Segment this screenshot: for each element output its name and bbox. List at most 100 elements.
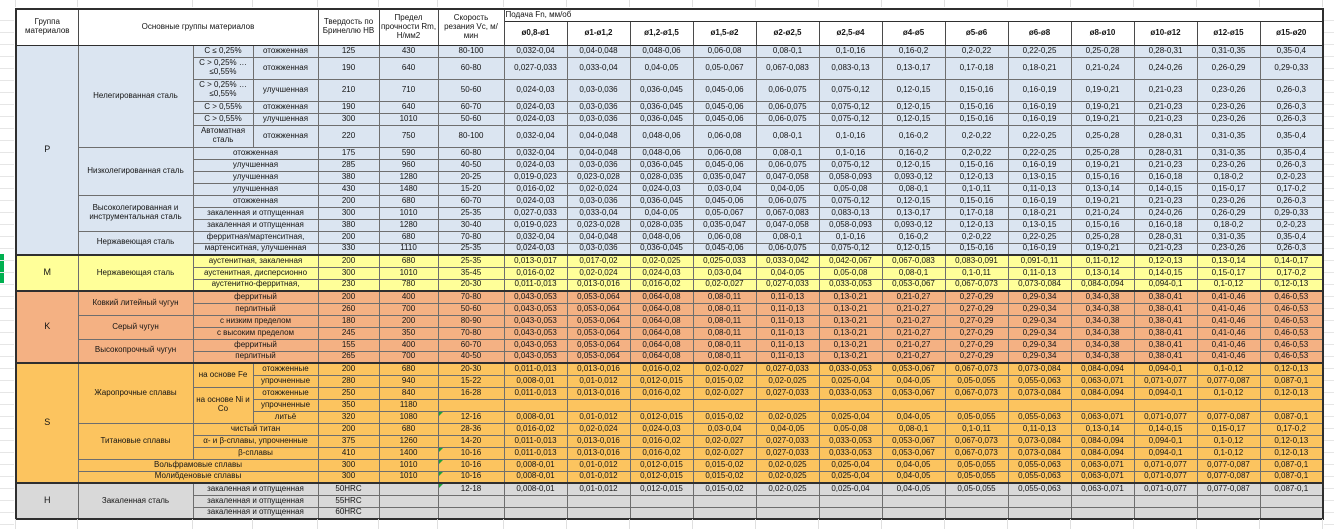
feed-cell[interactable]: 0,13-0,21 (818, 350, 883, 364)
feed-cell[interactable]: 0,15-0,17 (1196, 182, 1261, 196)
feed-cell[interactable]: 0,084-0,094 (1070, 278, 1135, 292)
feed-cell[interactable]: 0,03-0,036 (566, 194, 631, 208)
feed-cell[interactable]: 0,053-0,067 (881, 434, 946, 448)
feed-cell[interactable]: 0,31-0,35 (1196, 230, 1261, 244)
feed-cell[interactable]: 0,22-0,25 (1007, 146, 1072, 160)
feed-cell[interactable]: 0,058-0,093 (818, 170, 883, 184)
speed-cell[interactable]: 10-16 (437, 470, 505, 484)
feed-cell[interactable]: 0,22-0,25 (1007, 124, 1072, 148)
feed-cell[interactable]: 0,15-0,17 (1196, 422, 1261, 436)
speed-cell[interactable]: 80-100 (437, 44, 505, 58)
feed-cell[interactable]: 0,03-0,04 (692, 182, 757, 196)
feed-cell[interactable]: 0,073-0,084 (1007, 446, 1072, 460)
feed-cell[interactable]: 0,13-0,14 (1070, 182, 1135, 196)
feed-cell[interactable]: 0,13-0,15 (1007, 218, 1072, 232)
feed-cell[interactable]: 0,2-0,22 (944, 230, 1009, 244)
feed-cell[interactable]: 0,12-0,15 (881, 194, 946, 208)
feed-cell[interactable]: 0,008-0,01 (503, 374, 568, 388)
feed-cell[interactable]: 0,033-0,053 (818, 446, 883, 460)
state-cell[interactable]: отожженная (252, 124, 319, 148)
speed-cell[interactable]: 60-80 (437, 56, 505, 80)
feed-cell[interactable]: 0,008-0,01 (503, 482, 568, 496)
hardness-cell[interactable]: 200 (317, 230, 380, 244)
feed-cell[interactable] (1196, 398, 1261, 412)
feed-cell[interactable]: 0,094-0,1 (1133, 278, 1198, 292)
feed-cell[interactable]: 0,023-0,028 (566, 170, 631, 184)
speed-cell[interactable]: 60-70 (437, 100, 505, 114)
feed-cell[interactable]: 0,38-0,41 (1133, 350, 1198, 364)
feed-cell[interactable]: 0,067-0,073 (944, 278, 1009, 292)
hardness-cell[interactable]: 220 (317, 124, 380, 148)
feed-cell[interactable]: 0,14-0,15 (1133, 422, 1198, 436)
feed-cell[interactable]: 0,18-0,21 (1007, 56, 1072, 80)
header-main-col[interactable]: Основные группы материалов (77, 8, 319, 46)
feed-cell[interactable]: 0,015-0,02 (692, 410, 757, 424)
subgroup-cell[interactable]: ферритный (192, 338, 319, 352)
speed-cell[interactable]: 20-25 (437, 170, 505, 184)
feed-cell[interactable]: 0,05-0,055 (944, 470, 1009, 484)
hardness-cell[interactable]: 280 (317, 374, 380, 388)
material-cell[interactable]: Низколегированная сталь (77, 146, 194, 196)
feed-cell[interactable]: 0,075-0,12 (818, 100, 883, 114)
feed-cell[interactable]: 0,053-0,067 (881, 278, 946, 292)
feed-cell[interactable]: 0,11-0,13 (1007, 182, 1072, 196)
feed-cell[interactable]: 0,27-0,29 (944, 338, 1009, 352)
feed-cell[interactable]: 0,073-0,084 (1007, 434, 1072, 448)
feed-cell[interactable]: 0,094-0,1 (1133, 386, 1198, 400)
feed-cell[interactable]: 0,05-0,055 (944, 410, 1009, 424)
hardness-cell[interactable]: 410 (317, 446, 380, 460)
header-group-col[interactable]: Группа материалов (15, 8, 79, 46)
feed-cell[interactable] (629, 506, 694, 520)
subgroup-cell[interactable]: C > 0,55% (192, 100, 254, 114)
feed-cell[interactable]: 0,035-0,047 (692, 170, 757, 184)
speed-cell[interactable]: 40-50 (437, 350, 505, 364)
feed-cell[interactable]: 0,1-0,11 (944, 422, 1009, 436)
feed-cell[interactable] (1196, 506, 1261, 520)
speed-cell[interactable] (437, 494, 505, 508)
feed-cell[interactable]: 0,46-0,53 (1259, 290, 1324, 304)
feed-cell[interactable]: 0,01-0,012 (566, 410, 631, 424)
strength-cell[interactable]: 1010 (378, 112, 439, 126)
feed-cell[interactable]: 0,25-0,28 (1070, 44, 1135, 58)
feed-cell[interactable]: 0,06-0,075 (755, 158, 820, 172)
group-letter-cell[interactable]: P (15, 44, 79, 256)
feed-cell[interactable]: 0,073-0,084 (1007, 362, 1072, 376)
feed-cell[interactable]: 0,012-0,015 (629, 374, 694, 388)
feed-cell[interactable]: 0,048-0,06 (629, 44, 694, 58)
feed-cell[interactable]: 0,047-0,058 (755, 218, 820, 232)
group-letter-cell[interactable]: H (15, 482, 79, 520)
feed-cell[interactable]: 0,1-0,11 (944, 182, 1009, 196)
feed-cell[interactable]: 0,077-0,087 (1196, 458, 1261, 472)
feed-cell[interactable]: 0,067-0,073 (944, 446, 1009, 460)
feed-cell[interactable]: 0,05-0,08 (818, 182, 883, 196)
feed-cell[interactable]: 0,016-0,02 (629, 386, 694, 400)
feed-cell[interactable]: 0,05-0,08 (818, 266, 883, 280)
hardness-cell[interactable]: 200 (317, 254, 380, 268)
speed-cell[interactable]: 15-20 (437, 182, 505, 196)
feed-cell[interactable]: 0,084-0,094 (1070, 434, 1135, 448)
feed-cell[interactable] (881, 494, 946, 508)
hardness-cell[interactable]: 320 (317, 410, 380, 424)
feed-cell[interactable]: 0,16-0,2 (881, 124, 946, 148)
diameter-header[interactable]: ø1,2-ø1,5 (629, 20, 694, 46)
feed-cell[interactable]: 0,032-0,04 (503, 146, 568, 160)
feed-cell[interactable]: 0,16-0,18 (1133, 218, 1198, 232)
feed-cell[interactable]: 0,16-0,2 (881, 230, 946, 244)
feed-cell[interactable]: 0,11-0,13 (755, 290, 820, 304)
feed-cell[interactable]: 0,064-0,08 (629, 338, 694, 352)
feed-cell[interactable]: 0,015-0,02 (692, 458, 757, 472)
feed-cell[interactable]: 0,035-0,047 (692, 218, 757, 232)
strength-cell[interactable] (378, 506, 439, 520)
subgroup-cell[interactable]: закаленная и отпущенная (192, 506, 319, 520)
feed-cell[interactable]: 0,03-0,036 (566, 112, 631, 126)
feed-cell[interactable]: 0,13-0,17 (881, 206, 946, 220)
feed-cell[interactable]: 0,13-0,14 (1070, 422, 1135, 436)
feed-cell[interactable]: 0,02-0,025 (755, 410, 820, 424)
feed-cell[interactable]: 0,027-0,033 (755, 446, 820, 460)
state-cell[interactable]: улучшенная (252, 78, 319, 102)
feed-cell[interactable]: 0,26-0,3 (1259, 242, 1324, 256)
hardness-cell[interactable]: 380 (317, 218, 380, 232)
feed-cell[interactable]: 0,036-0,045 (629, 242, 694, 256)
feed-cell[interactable]: 0,21-0,24 (1070, 56, 1135, 80)
feed-cell[interactable]: 0,21-0,23 (1133, 112, 1198, 126)
